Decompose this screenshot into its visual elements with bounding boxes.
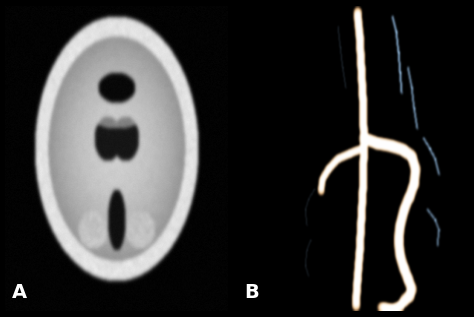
- Text: B: B: [244, 283, 259, 302]
- Text: A: A: [11, 283, 27, 302]
